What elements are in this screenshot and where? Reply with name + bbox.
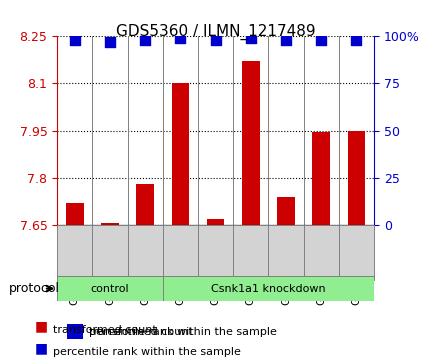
Bar	[101, 224, 119, 225]
Text: percentile rank within the sample: percentile rank within the sample	[53, 347, 241, 357]
Bar	[66, 203, 84, 225]
FancyBboxPatch shape	[57, 225, 92, 280]
Bar	[207, 219, 224, 225]
Point	[247, 35, 254, 41]
FancyBboxPatch shape	[304, 225, 339, 280]
Point	[282, 37, 290, 43]
Bar	[277, 197, 295, 225]
FancyBboxPatch shape	[268, 225, 304, 280]
Bar	[136, 184, 154, 225]
Text: control: control	[91, 284, 129, 294]
Text: transformed count: transformed count	[89, 327, 192, 337]
FancyBboxPatch shape	[163, 276, 374, 301]
FancyBboxPatch shape	[92, 225, 128, 280]
Bar	[312, 132, 330, 225]
Text: GDS5360 / ILMN_1217489: GDS5360 / ILMN_1217489	[116, 24, 315, 40]
Bar	[348, 131, 365, 225]
FancyBboxPatch shape	[163, 225, 198, 280]
Text: ■: ■	[35, 341, 48, 355]
Text: percentile rank within the sample: percentile rank within the sample	[89, 327, 276, 337]
FancyBboxPatch shape	[57, 276, 163, 301]
Point	[106, 39, 114, 45]
Text: protocol: protocol	[9, 282, 60, 295]
Point	[142, 37, 149, 43]
Text: Csnk1a1 knockdown: Csnk1a1 knockdown	[211, 284, 326, 294]
Text: transformed count: transformed count	[53, 325, 157, 335]
Point	[177, 35, 184, 41]
FancyBboxPatch shape	[233, 225, 268, 280]
Bar	[242, 61, 260, 225]
Point	[353, 37, 360, 43]
Bar	[67, 324, 83, 339]
Text: ■: ■	[35, 319, 48, 333]
FancyBboxPatch shape	[339, 225, 374, 280]
FancyBboxPatch shape	[198, 225, 233, 280]
Bar	[172, 83, 189, 225]
Bar	[67, 324, 83, 339]
Point	[71, 37, 78, 43]
FancyBboxPatch shape	[128, 225, 163, 280]
Point	[212, 37, 219, 43]
Point	[318, 37, 325, 43]
